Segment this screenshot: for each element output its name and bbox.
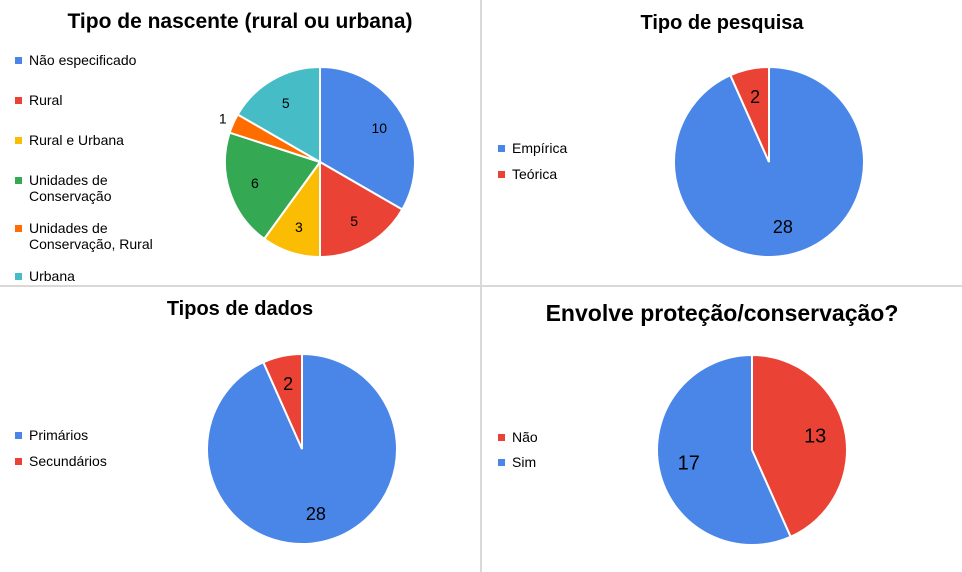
legend-item-secundarios: Secundários	[15, 453, 107, 469]
data-label-secundarios: 2	[283, 374, 293, 394]
chart-panel-tipo-de-nascente: Tipo de nascente (rural ou urbana) Não e…	[0, 0, 480, 285]
chart-panel-envolve-protecao: Envolve proteção/conservação? Não Sim 13 1…	[482, 287, 962, 572]
legend-swatch	[498, 145, 505, 152]
horizontal-divider	[0, 285, 962, 287]
legend-label: Empírica	[512, 140, 568, 156]
chart-legend: Não Sim	[498, 429, 538, 479]
data-label-nao: 13	[804, 426, 826, 448]
data-label-primarios: 28	[306, 504, 326, 524]
legend-swatch	[15, 57, 22, 64]
pie-slice-nao	[751, 353, 848, 539]
legend-label: Sim	[512, 454, 537, 470]
legend-item-unidades-de-conservacao: Unidades de Conservação	[15, 172, 153, 204]
legend-swatch	[498, 459, 505, 466]
legend-swatch	[15, 177, 22, 184]
legend-label: Conservação, Rural	[29, 236, 153, 252]
pie-chart: 13 17	[656, 353, 848, 546]
legend-item-teorica: Teórica	[498, 166, 567, 182]
data-label-rural-e-urbana: 3	[295, 219, 303, 235]
legend-label: Secundários	[29, 453, 107, 469]
legend-item-rural-e-urbana: Rural e Urbana	[15, 132, 153, 148]
data-label-unidades-de-conservacao: 6	[251, 175, 259, 191]
legend-label: Não	[512, 429, 538, 445]
chart-legend: Não especificado Rural Rural e Urbana Unida…	[15, 52, 153, 308]
chart-title: Envolve proteção/conservação?	[545, 300, 899, 326]
legend-item-empirica: Empírica	[498, 140, 567, 156]
legend-item-nao: Não	[498, 429, 538, 445]
pie-chart: 28 2	[206, 352, 398, 545]
chart-panel-tipo-de-pesquisa: Tipo de pesquisa Empírica Teórica 28 2	[482, 0, 962, 285]
legend-swatch	[15, 273, 22, 280]
legend-swatch	[498, 171, 505, 178]
legend-label: Conservação	[29, 188, 112, 204]
legend-label: Primários	[29, 427, 89, 443]
legend-swatch	[498, 434, 505, 441]
pie-slice-secundarios	[262, 352, 303, 450]
chart-title: Tipo de nascente (rural ou urbana)	[67, 10, 413, 33]
data-label-rural: 5	[350, 213, 358, 229]
legend-label: Unidades de	[29, 172, 108, 188]
chart-legend: Empírica Teórica	[498, 140, 567, 192]
data-label-empirica: 28	[773, 217, 793, 237]
legend-item-nao-especificado: Não especificado	[15, 52, 153, 68]
pie-slice-urbana	[236, 65, 321, 164]
data-label-urbana: 5	[282, 95, 290, 111]
legend-item-rural: Rural	[15, 92, 153, 108]
legend-swatch	[15, 432, 22, 439]
chart-legend: Primários Secundários	[15, 427, 107, 479]
legend-item-sim: Sim	[498, 454, 538, 470]
legend-item-primarios: Primários	[15, 427, 107, 443]
legend-label: Unidades de	[29, 220, 108, 236]
pie-chart: 28 2	[673, 65, 865, 258]
legend-label: Rural	[29, 92, 63, 108]
legend-label: Teórica	[512, 166, 558, 182]
data-label-sim: 17	[678, 452, 700, 474]
legend-label: Não especificado	[29, 52, 137, 68]
data-label-nao-especificado: 10	[371, 120, 387, 136]
legend-swatch	[15, 458, 22, 465]
chart-title: Tipo de pesquisa	[640, 12, 804, 34]
pie-slice-nao-especificado	[319, 65, 416, 211]
data-label-unidades-de-conservacao-rural: 1	[219, 111, 227, 127]
legend-swatch	[15, 97, 22, 104]
legend-item-unidades-de-conservacao-rural: Unidades de Conservação, Rural	[15, 220, 153, 252]
chart-title: Tipos de dados	[166, 298, 314, 320]
data-label-teorica: 2	[750, 87, 760, 107]
legend-label: Urbana	[29, 268, 75, 284]
pie-slice-unidades-de-conservacao	[224, 131, 322, 241]
pie-slice-teorica	[729, 65, 770, 163]
legend-swatch	[15, 137, 22, 144]
legend-label: Rural e Urbana	[29, 132, 124, 148]
pie-chart: 10 5 3 6 1 5	[219, 65, 416, 259]
legend-item-urbana: Urbana	[15, 268, 153, 284]
chart-panel-tipos-de-dados: Tipos de dados Primários Secundários 28 2	[0, 287, 480, 572]
legend-swatch	[15, 225, 22, 232]
pie-slice-rural	[319, 160, 404, 259]
pie-slice-sim	[656, 353, 792, 546]
